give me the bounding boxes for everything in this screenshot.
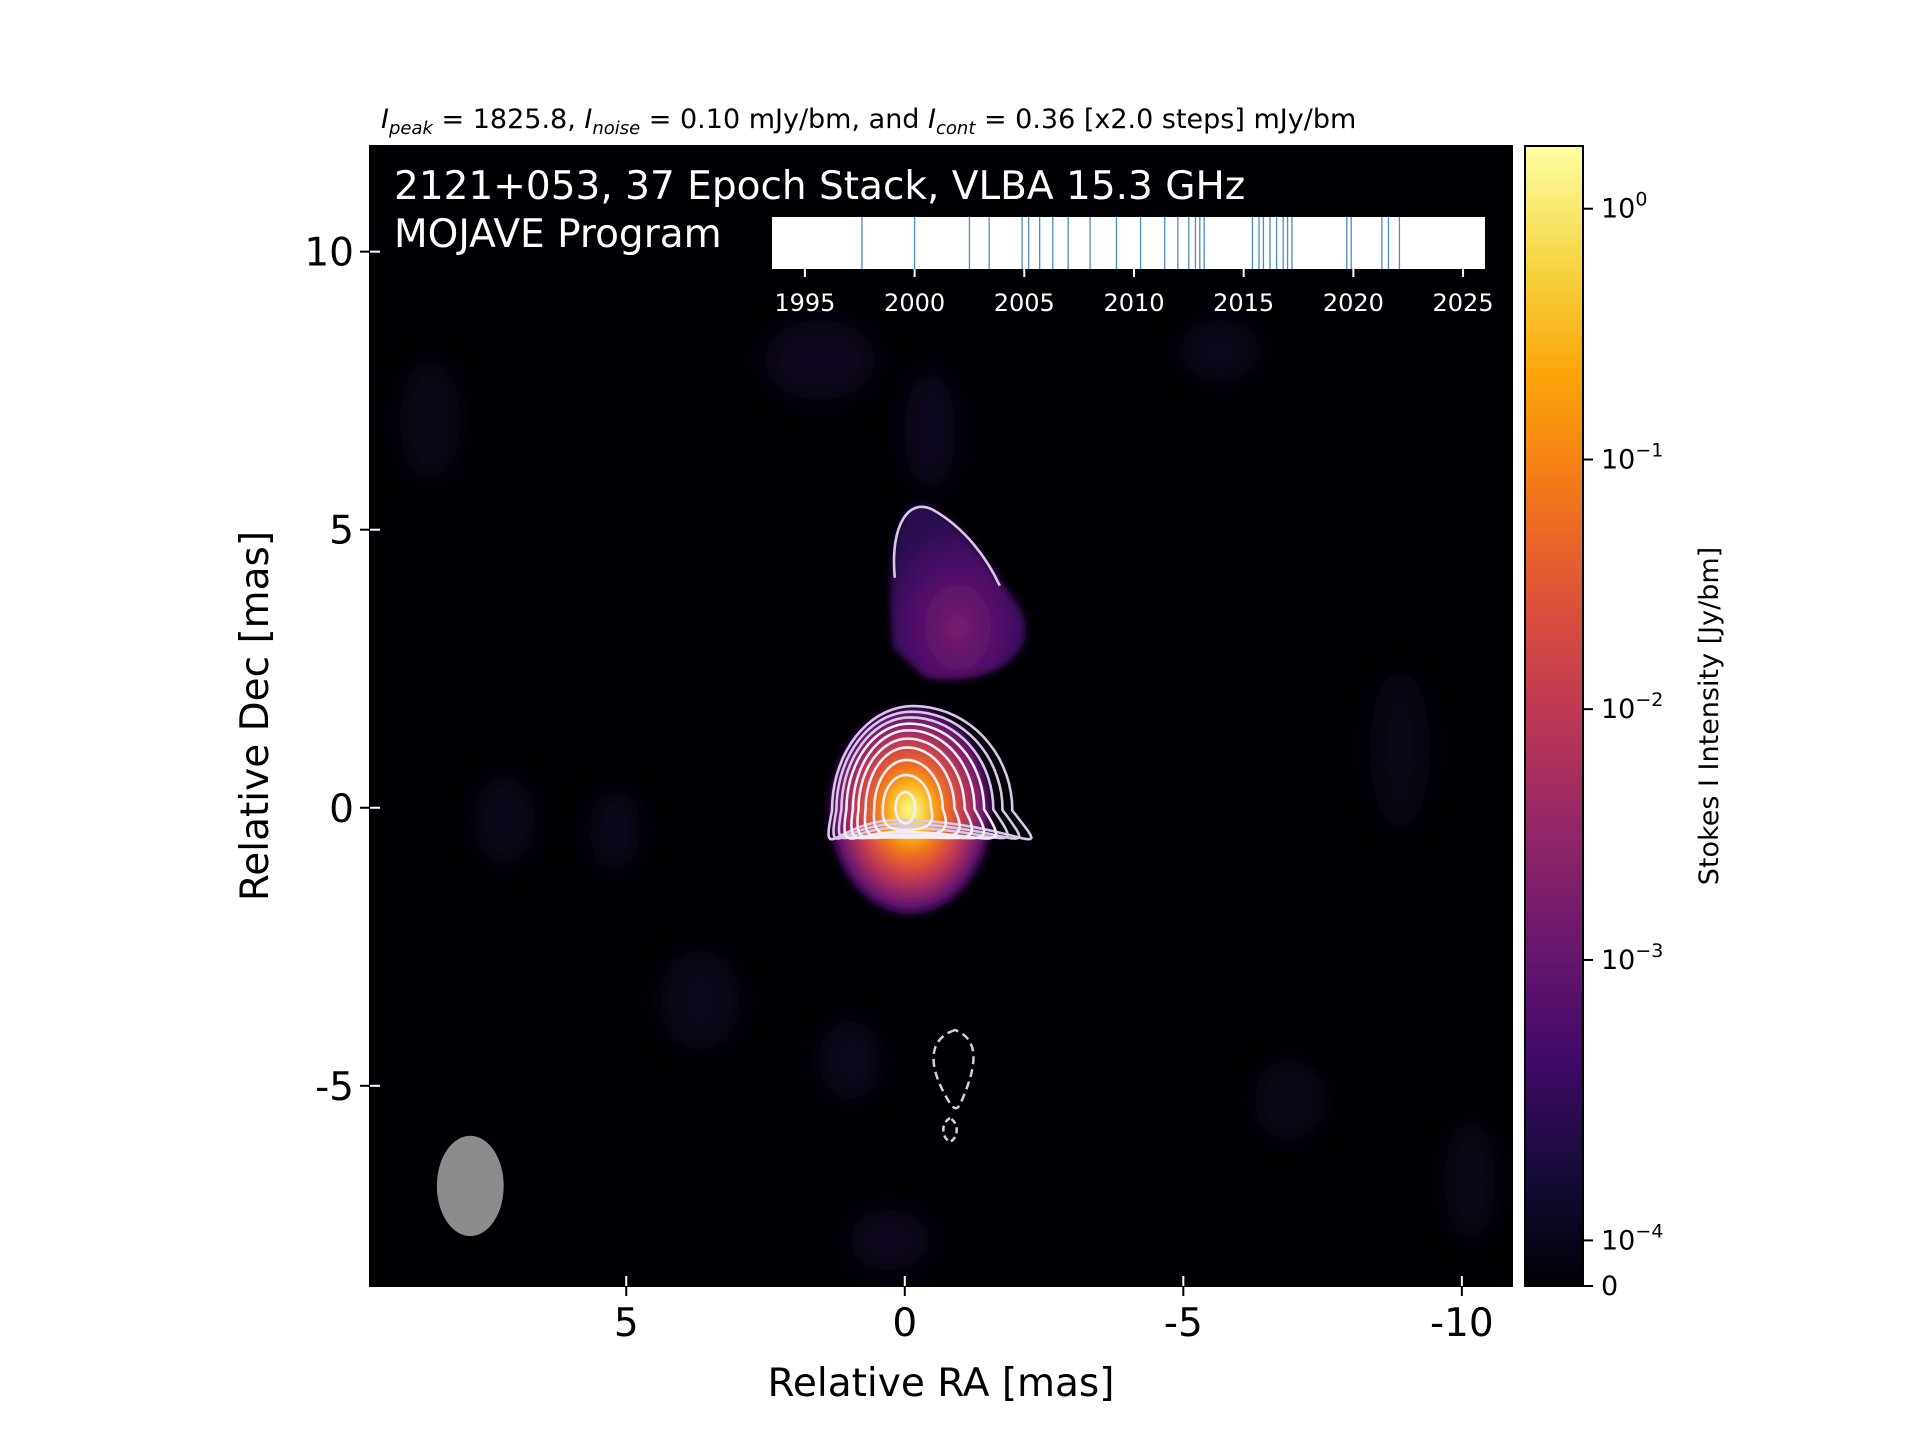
beam-ellipse [436,1135,504,1237]
epoch-markers [861,217,1401,269]
image-plot [369,145,1513,1287]
colorbar-tick-exponent: 0 [1635,189,1647,211]
contour-level-3 [837,716,1009,840]
contour-set [827,505,1033,841]
source-emission [829,504,1026,914]
y-tick-label: -5 [315,1065,354,1110]
colorbar-tick-base: 0 [1601,1271,1618,1302]
colorbar-tick-base: 10 [1601,194,1635,225]
x-axis-label: Relative RA [mas] [768,1361,1115,1406]
epoch-tick-label: 2015 [1213,289,1274,317]
contour-level-9 [881,773,934,832]
source-core [829,707,992,914]
epoch-tick-label: 1995 [774,289,835,317]
epoch-timeline: 1995 2000 2005 2010 2015 2020 2025 [772,217,1494,317]
colorbar-tick-label: 100 [1601,189,1647,225]
epoch-tick-label: 2025 [1433,289,1494,317]
y-axis-ticks: 10 5 0 -5 [304,231,380,1110]
epoch-timeline-box [772,217,1485,269]
colorbar-tick-exponent: −2 [1635,689,1663,711]
contour-level-4 [843,722,998,840]
epoch-ticks: 1995 2000 2005 2010 2015 2020 2025 [774,269,1494,317]
colorbar-tick-exponent: −4 [1635,1220,1663,1242]
program-label: MOJAVE Program [394,212,722,257]
contour-level-2 [832,710,1021,840]
colorbar-tick-base: 10 [1601,945,1635,976]
colorbar-tick-base: 10 [1601,1225,1635,1256]
colorbar-tick-exponent: −3 [1635,940,1663,962]
y-axis-label: Relative Dec [mas] [233,531,278,901]
x-axis-ticks: 5 0 -5 -10 [614,1276,1494,1346]
negative-contour [932,1028,975,1110]
plot-frame [369,145,1513,1287]
colorbar-tick-exponent: −1 [1635,440,1663,462]
epoch-tick-label: 2010 [1103,289,1164,317]
x-tick-label: -5 [1164,1301,1203,1346]
x-tick-label: 0 [892,1301,917,1346]
colorbar-tick-label: 0 [1601,1271,1618,1302]
y-tick-label: 0 [329,787,354,832]
colorbar-tick-label: 10−4 [1601,1220,1663,1256]
colorbar-tick-label: 10−2 [1601,689,1663,725]
chart-title: 2121+053, 37 Epoch Stack, VLBA 15.3 GHz [394,164,1245,209]
contour-level-7 [863,746,961,839]
epoch-tick-label: 2020 [1323,289,1384,317]
colorbar-tick-label: 10−1 [1601,440,1663,476]
contour-jet [892,505,1001,587]
contour-level-10 [894,790,917,825]
colorbar-tick-label: 10−3 [1601,940,1663,976]
noise-haze [400,320,1495,1270]
jet-plume [890,504,1026,680]
colorbar-bar [1524,145,1584,1287]
negative-contours [932,1028,975,1144]
header-text: Ipeak = 1825.8, Inoise = 0.10 mJy/bm, an… [381,104,1356,139]
colorbar-tick-base: 10 [1601,694,1635,725]
colorbar-label: Stokes I Intensity [Jy/bm] [1694,547,1725,885]
colorbar-tick-base: 10 [1601,445,1635,476]
y-tick-label: 5 [329,509,354,554]
epoch-tick-label: 2000 [884,289,945,317]
x-tick-label: -10 [1430,1301,1494,1346]
contour-level-8 [872,758,948,837]
y-tick-label: 10 [304,231,354,276]
epoch-tick-label: 2005 [994,289,1055,317]
x-tick-label: 5 [614,1301,639,1346]
